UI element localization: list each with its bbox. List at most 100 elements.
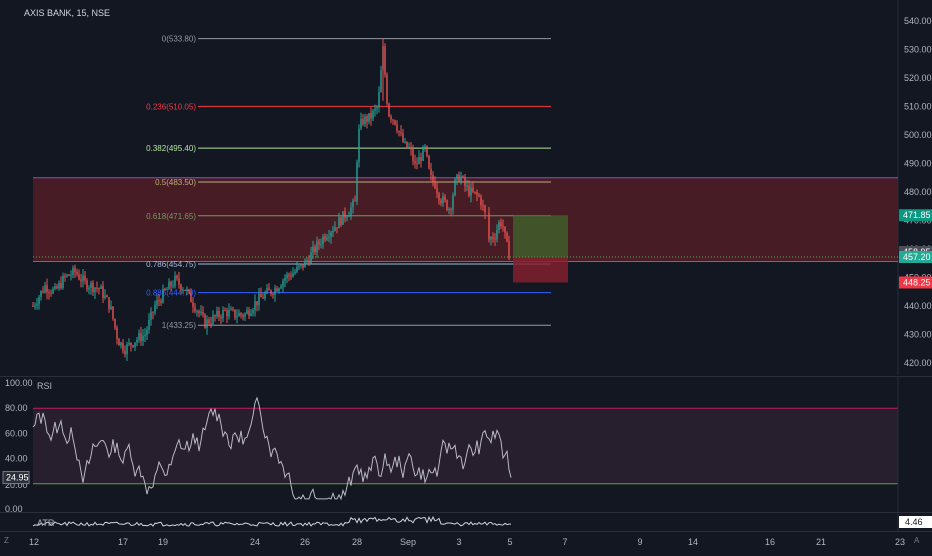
candle-body [318,241,320,245]
candle-body [350,207,352,215]
candle-body [242,314,244,317]
candle-body [116,327,118,339]
candle-body [226,310,228,317]
candle-body [82,275,84,282]
candle-body [48,292,50,294]
candle-body [474,191,476,193]
candle-body [64,275,66,277]
fib-level-label: 1(433.25) [162,321,197,330]
candle-body [438,193,440,201]
rsi-tick-label: 0.00 [5,504,23,512]
candle-body [496,230,498,240]
candle-body [428,155,430,169]
time-axis[interactable]: 12 17 19 24 26 28 Sep 3 5 7 9 14 16 21 23 [0,531,932,551]
candle-body [160,300,162,303]
candle-body [206,319,208,328]
candle-body [140,333,142,342]
price-tick-label: 540.00 [904,16,932,26]
time-tick-label: 7 [562,537,567,547]
candle-body [312,246,314,253]
pane-separator[interactable] [0,512,932,513]
candle-body [260,294,262,298]
candle-body [426,145,428,156]
price-tick-label: 430.00 [904,330,932,340]
candle-body [74,267,76,272]
candle-body [58,282,60,289]
time-tick-label: 12 [29,537,39,547]
candle-body [42,290,44,293]
price-tag-label: 471.85 [903,210,931,220]
time-tick-label: 23 [895,537,905,547]
candle-body [296,266,298,272]
candle-body [200,311,202,313]
auto-scale-corner[interactable]: A [914,536,920,545]
candle-body [166,289,168,291]
candle-body [184,290,186,292]
candle-body [286,274,288,278]
candle-body [408,147,410,149]
position-loss-zone [513,256,568,283]
candle-body [186,289,188,291]
candle-body [182,290,184,292]
candle-body [482,205,484,207]
candle-body [198,311,200,313]
candle-body [352,200,354,208]
candle-body [304,260,306,268]
candle-body [460,176,462,182]
candle-body [432,174,434,182]
rsi-band [33,408,898,484]
atr-panel[interactable]: 4.46 [0,513,932,532]
candle-body [360,118,362,129]
candle-body [462,176,464,178]
candle-body [142,335,144,342]
time-tick-label: Sep [400,537,416,547]
candle-body [136,339,138,343]
candle-body [272,294,274,296]
candle-body [508,241,510,260]
candle-body [328,236,330,238]
candle-body [258,294,260,306]
price-chart-panel[interactable]: 0(533.80) 0.236(510.05) 0.382(495.40) 0.5(4… [0,0,932,375]
candle-body [270,290,272,295]
candle-body [216,310,218,317]
candle-body [256,301,258,306]
candle-body [336,227,338,229]
candle-body [96,287,98,289]
candle-body [108,297,110,310]
candle-body [194,306,196,312]
candle-body [214,315,216,317]
candle-body [476,191,478,196]
fib-level-label: 0.5(483.50) [155,178,196,187]
candle-body [60,282,62,288]
candle-body [170,281,172,287]
candle-body [394,120,396,125]
price-tick-label: 510.00 [904,102,932,112]
candle-body [68,274,70,276]
candle-body [36,304,38,306]
zoom-corner-left[interactable]: Z [4,536,9,545]
rsi-panel[interactable]: 100.00 80.00 60.00 40.00 0.00 20.00 24.95 [0,377,932,514]
rsi-tick-label: 80.00 [5,403,28,413]
candle-body [218,310,220,317]
candle-body [396,124,398,132]
candle-body [506,232,508,242]
candle-body [146,329,148,335]
candle-body [414,161,416,164]
candle-body [362,118,364,125]
rsi-title: RSI [37,381,53,391]
candle-body [354,200,356,202]
candle-body [466,185,468,187]
candle-body [172,285,174,287]
atr-chart-canvas[interactable]: 4.46 [0,513,932,532]
rsi-tick-label: 40.00 [5,454,28,464]
atr-value-label: 4.46 [905,517,923,527]
pane-separator[interactable] [0,376,932,377]
price-chart-canvas[interactable]: 0(533.80) 0.236(510.05) 0.382(495.40) 0.5(4… [0,0,932,375]
price-tag [899,276,932,289]
candle-body [316,241,318,253]
candle-body [344,211,346,218]
candle-body [464,176,466,187]
candle-body [56,286,58,289]
candle-body [430,168,432,175]
